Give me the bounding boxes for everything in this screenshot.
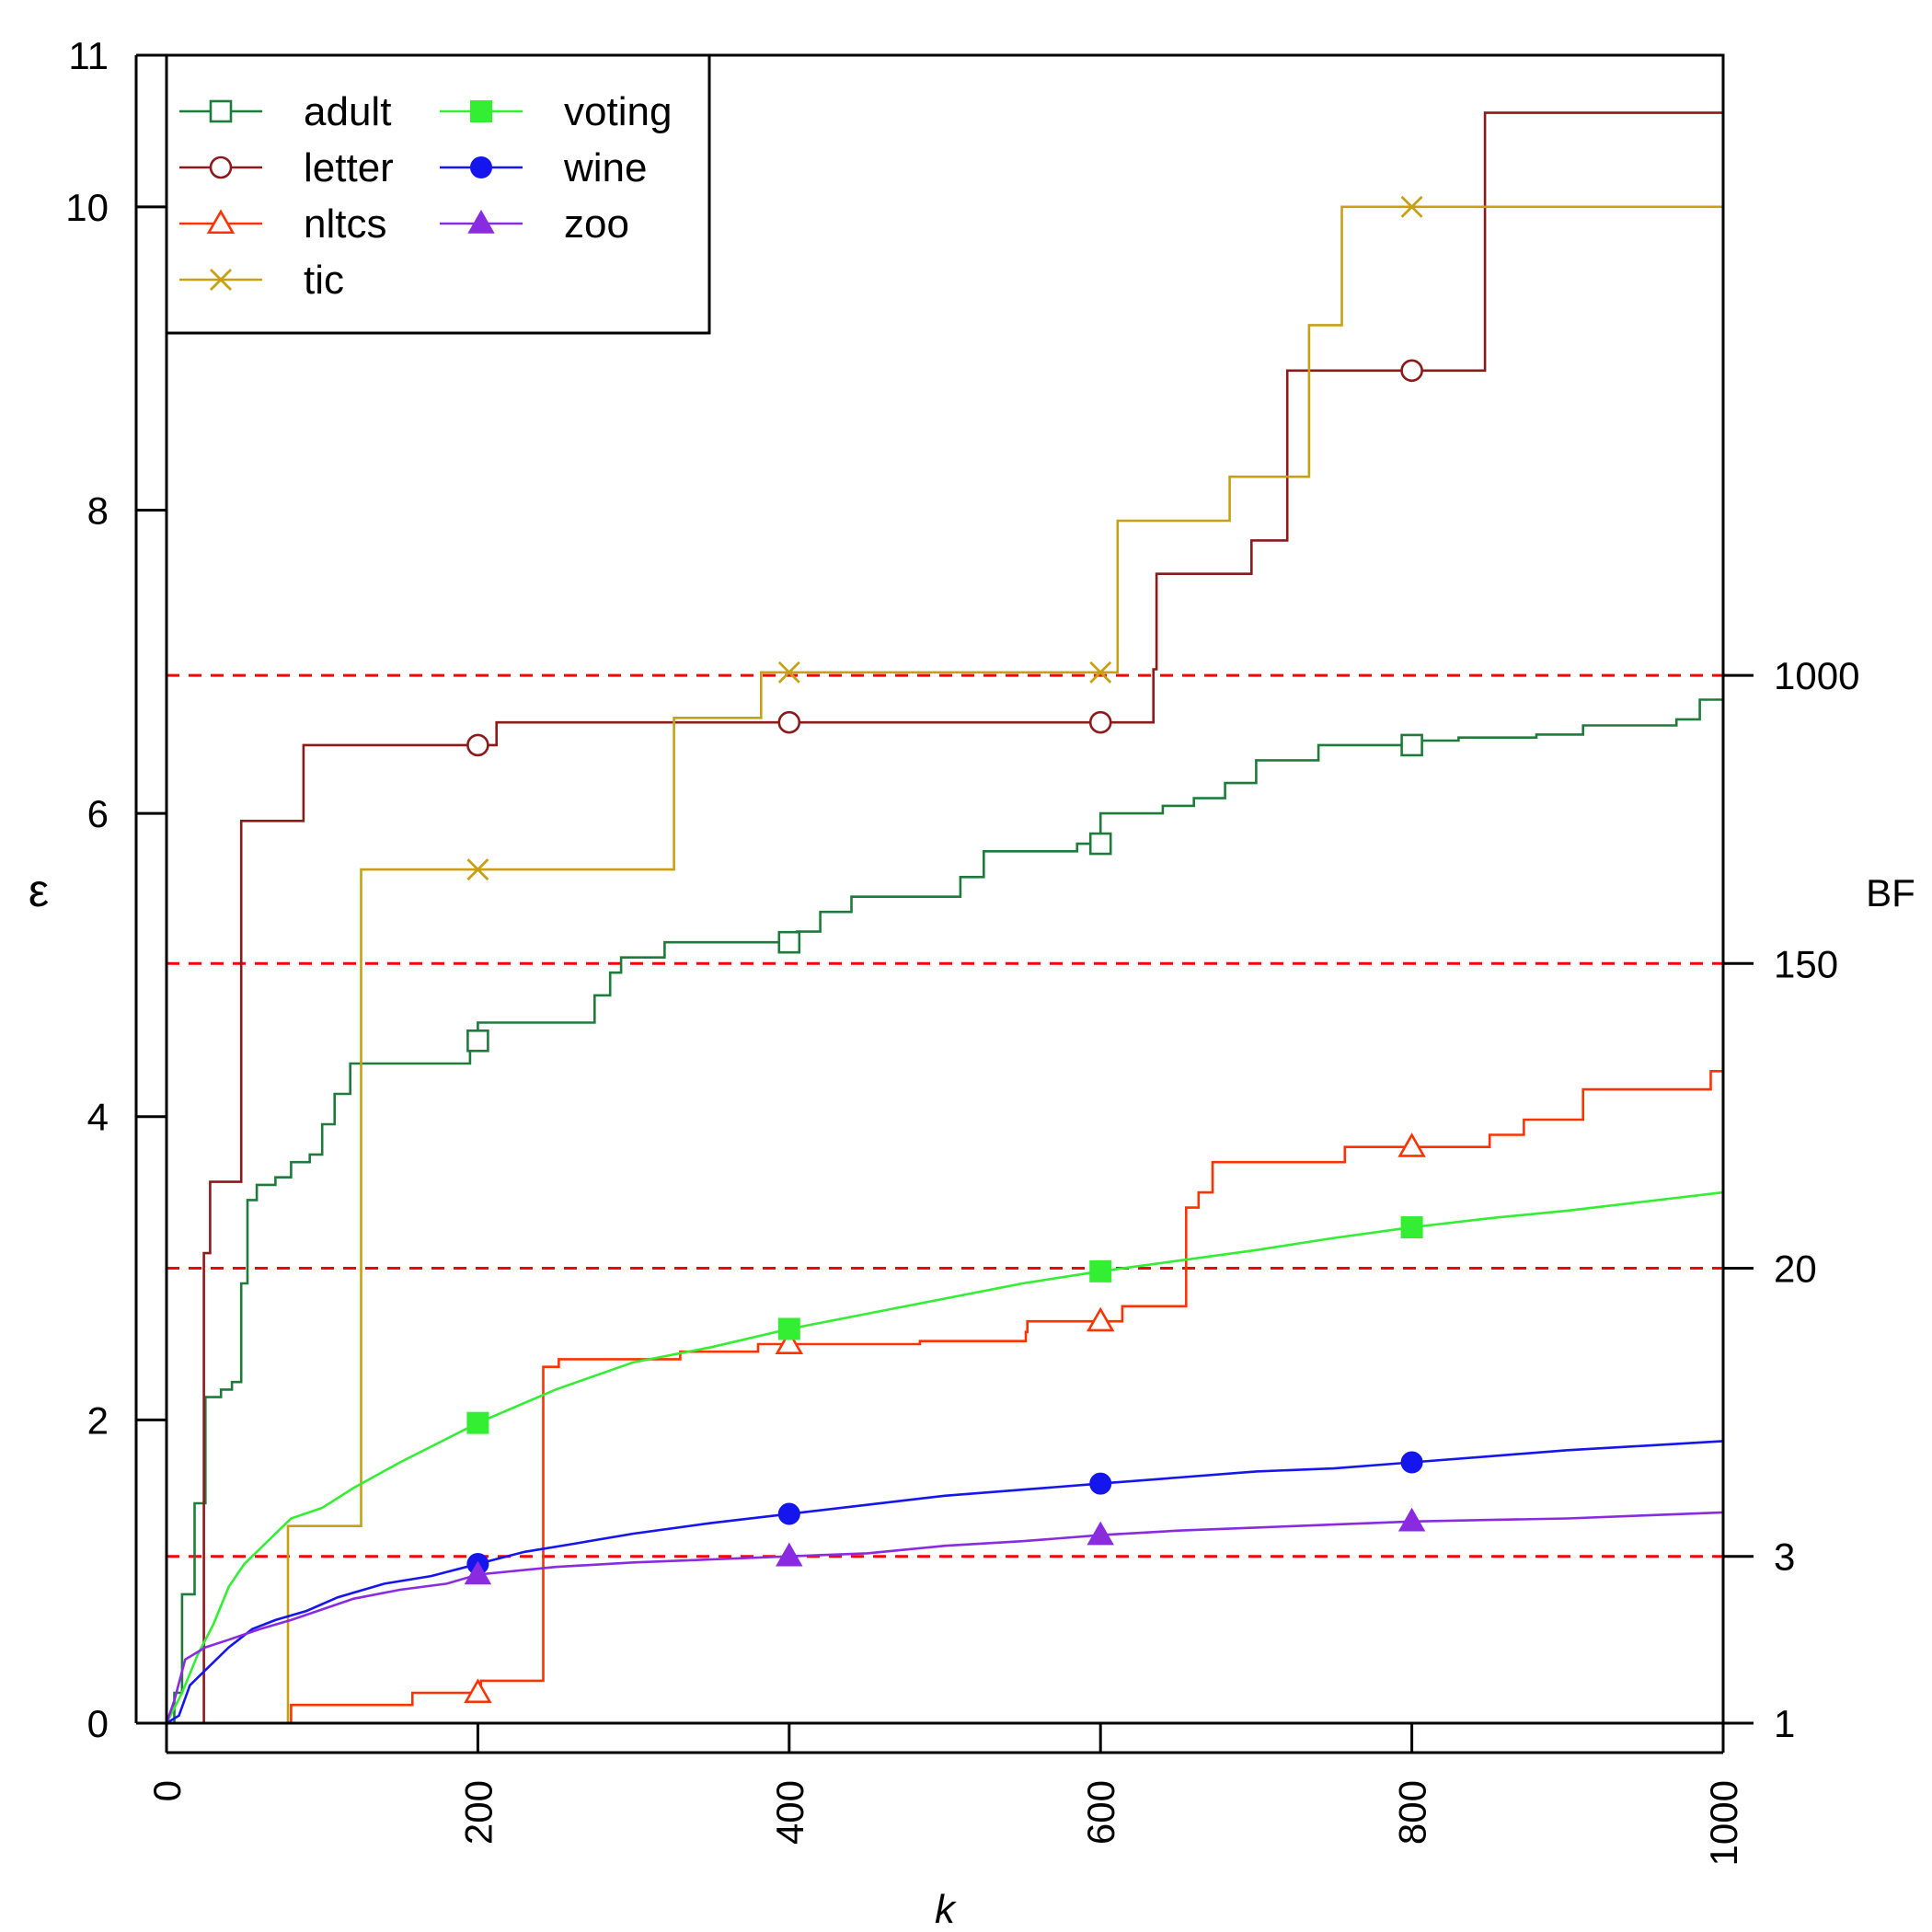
- legend-marker-voting: [470, 100, 492, 122]
- y-tick-label: 8: [87, 489, 109, 532]
- y2-axis-label: BF: [1866, 871, 1915, 914]
- marker-letter: [466, 733, 489, 757]
- legend-label-adult: adult: [304, 89, 391, 134]
- marker-zoo: [464, 1560, 492, 1585]
- legend-label-voting: voting: [564, 89, 672, 134]
- x-tick-label: 200: [456, 1780, 500, 1845]
- legend-marker-letter: [209, 155, 233, 179]
- bf-reference-lines: [167, 673, 1723, 1558]
- y-tick-label: 11: [68, 34, 109, 77]
- x-tick-label: 400: [768, 1780, 811, 1845]
- legend: adult letter nltcs tic voting wine zoo: [165, 53, 711, 335]
- x-axis-label: k: [935, 1887, 957, 1932]
- marker-adult: [1400, 733, 1423, 757]
- marker-voting: [777, 1317, 800, 1340]
- legend-marker-zoo: [467, 209, 495, 234]
- series-line-letter: [167, 111, 1723, 1725]
- legend-label-wine: wine: [563, 145, 648, 190]
- marker-adult: [466, 1029, 489, 1052]
- legend-label-nltcs: nltcs: [304, 201, 386, 247]
- marker-wine: [1400, 1451, 1423, 1474]
- marker-adult: [1088, 832, 1112, 856]
- x-tick-label: 800: [1391, 1780, 1434, 1845]
- marker-voting: [1089, 1259, 1112, 1282]
- bf-tick-label: 1: [1774, 1702, 1795, 1745]
- series-markers: [464, 195, 1426, 1704]
- marker-letter: [777, 710, 801, 734]
- x-tick-label: 1000: [1702, 1780, 1745, 1866]
- marker-zoo: [1087, 1521, 1114, 1546]
- series-lines: [165, 111, 1724, 1725]
- marker-nltcs: [1086, 1306, 1115, 1332]
- plot-frame: [165, 53, 1725, 1725]
- marker-voting: [1400, 1216, 1423, 1239]
- y-axis-label: ε: [29, 865, 49, 916]
- x-tick-label: 0: [145, 1780, 189, 1801]
- legend-box: [165, 53, 711, 335]
- marker-adult: [777, 930, 801, 954]
- bf-tick-label: 1000: [1774, 654, 1859, 697]
- marker-wine: [1089, 1472, 1112, 1495]
- legend-label-zoo: zoo: [564, 201, 629, 247]
- series-line-voting: [165, 1190, 1724, 1724]
- y-tick-label: 2: [87, 1398, 109, 1442]
- series-line-tic: [167, 205, 1723, 1725]
- series-line-nltcs: [167, 1070, 1723, 1725]
- y-tick-label: 6: [87, 792, 109, 835]
- marker-tic: [777, 661, 800, 684]
- legend-label-tic: tic: [304, 258, 344, 303]
- series-line-wine: [166, 1440, 1724, 1725]
- marker-letter: [1088, 710, 1112, 734]
- marker-nltcs: [775, 1329, 804, 1355]
- marker-letter: [1400, 359, 1423, 383]
- y-tick-label: 10: [65, 186, 109, 229]
- legend-marker-adult: [209, 99, 233, 123]
- marker-tic: [466, 858, 489, 881]
- marker-nltcs: [1397, 1133, 1426, 1157]
- series-line-adult: [167, 698, 1723, 1725]
- marker-tic: [1089, 661, 1112, 684]
- marker-wine: [777, 1502, 800, 1525]
- legend-marker-nltcs: [206, 209, 236, 235]
- bf-tick-label: 3: [1774, 1535, 1795, 1579]
- y-tick-label: 4: [87, 1096, 109, 1139]
- x-tick-label: 600: [1079, 1780, 1122, 1845]
- marker-zoo: [1397, 1507, 1426, 1532]
- y-tick-label: 0: [87, 1702, 109, 1745]
- legend-marker-wine: [470, 156, 492, 178]
- bf-tick-label: 150: [1774, 942, 1838, 985]
- legend-label-letter: letter: [304, 145, 394, 190]
- bf-tick-label: 20: [1774, 1248, 1817, 1291]
- marker-nltcs: [464, 1678, 492, 1704]
- legend-marker-tic: [210, 269, 232, 291]
- marker-zoo: [776, 1542, 803, 1567]
- marker-tic: [1400, 195, 1423, 218]
- series-line-zoo: [165, 1511, 1724, 1724]
- marker-voting: [466, 1411, 489, 1434]
- axes: 0 2 4 6 8 10 11 0 200 400 600 800 1000 1 3 20 150 1000: [65, 34, 1859, 1866]
